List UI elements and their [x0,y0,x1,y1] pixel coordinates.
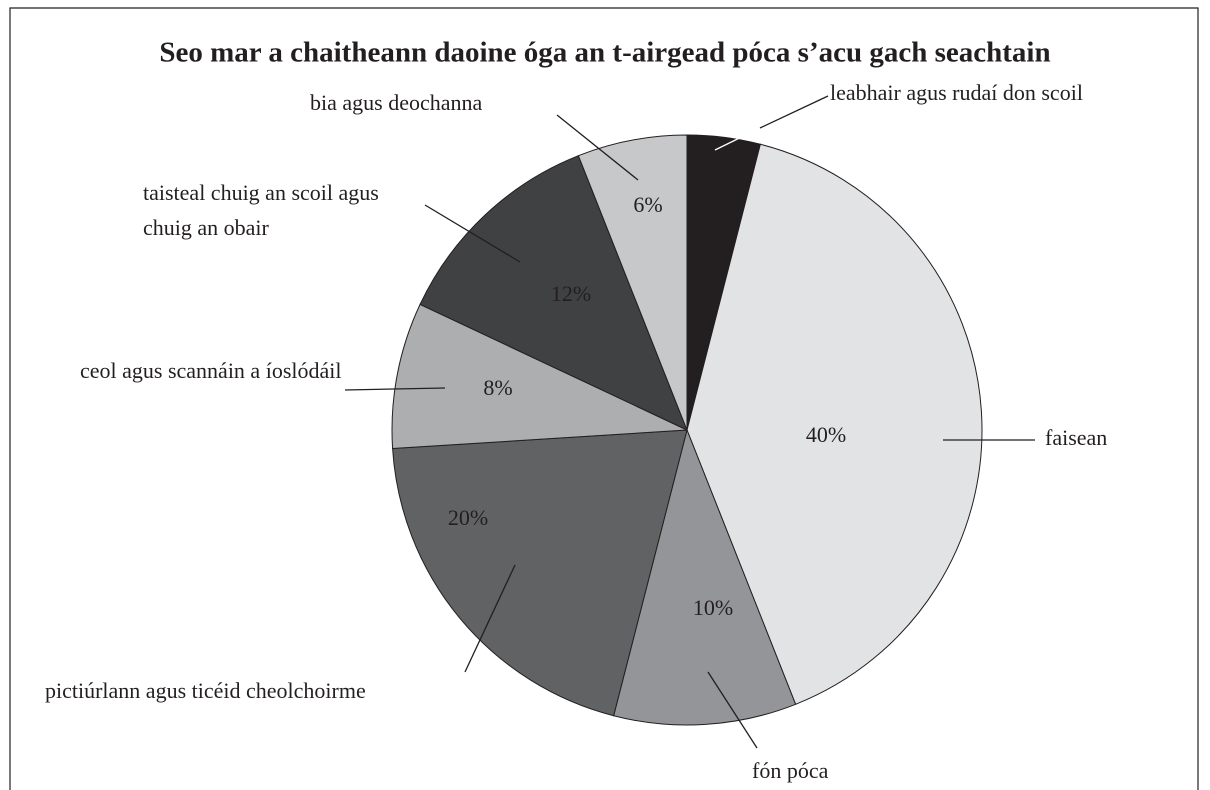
leader-line [759,95,829,129]
pie-slice [392,429,688,717]
category-label: leabhair agus rudaí don scoil [830,80,1083,105]
category-label: taisteal chuig an scoil agus chuig an oba… [143,180,379,240]
leader-line [344,387,446,391]
pie-slice [577,134,688,431]
leader-line [556,114,639,181]
leader-line [464,564,516,673]
value-label: 4% [703,165,732,190]
pie-slice [613,428,797,726]
value-label: 8% [483,375,512,400]
pie-slice [419,155,688,431]
value-label: 10% [693,595,733,620]
category-label: faisean [1045,425,1107,450]
leader-line [424,204,521,263]
leader-line [707,671,758,749]
pie-slice [391,303,688,450]
value-label: 6% [633,192,662,217]
category-label: bia agus deochanna [310,90,482,115]
category-label: pictiúrlann agus ticéid cheolchoirme [45,678,366,703]
category-label: ceol agus scannáin a íoslódáil [80,358,341,383]
frame [9,7,1199,790]
value-label: 40% [806,422,846,447]
category-label: fón póca [752,758,829,783]
value-label: 12% [551,281,591,306]
value-label: 20% [448,505,488,530]
chart-title: Seo mar a chaitheann daoine óga an t-air… [159,37,1050,69]
leader-line [714,127,761,151]
pie-slice [686,143,983,705]
